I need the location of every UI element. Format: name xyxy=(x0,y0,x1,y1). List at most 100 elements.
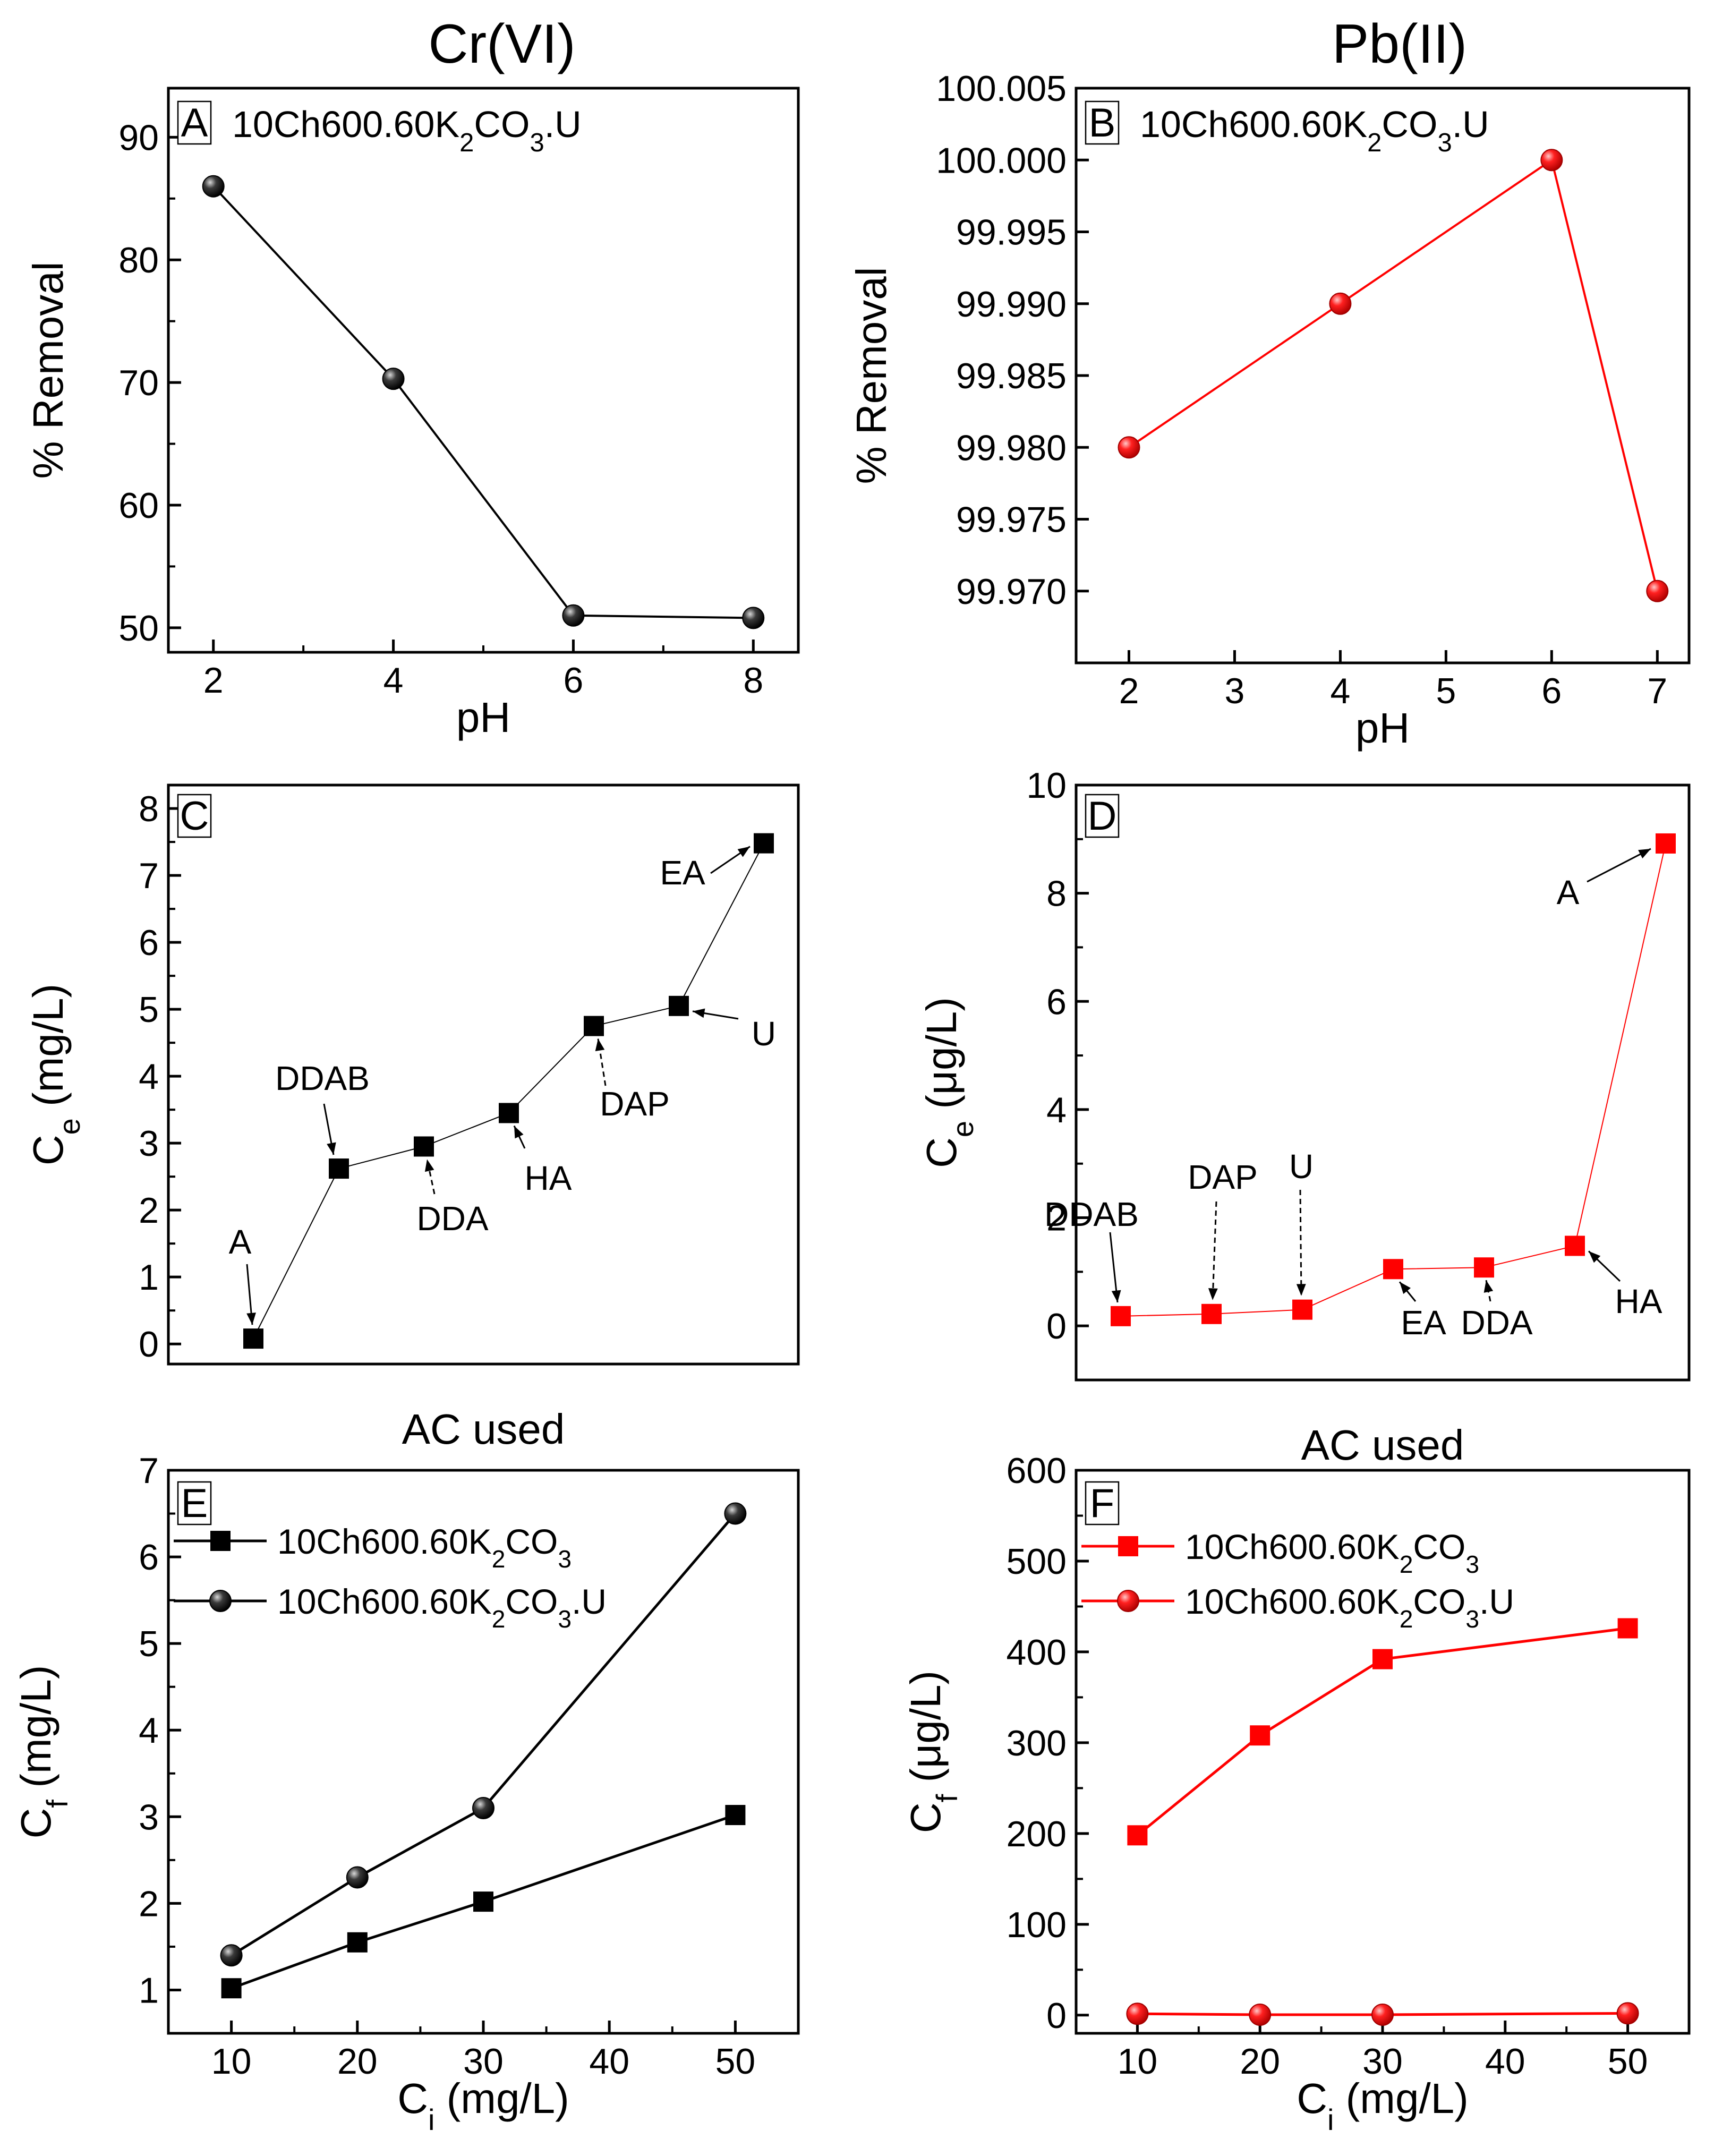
category-label: DAP xyxy=(1188,1158,1258,1196)
data-point xyxy=(725,1805,746,1826)
annotation-arrow-head xyxy=(1589,1251,1601,1263)
y-tick-label: 1 xyxy=(139,1257,159,1298)
category-label: A xyxy=(229,1223,252,1261)
x-axis-label: pH xyxy=(1355,704,1410,752)
y-axis-label: % Removal xyxy=(848,267,895,484)
data-point xyxy=(221,1978,242,1999)
y-tick-label: 6 xyxy=(1046,982,1067,1022)
legend-marker xyxy=(1118,1536,1138,1556)
category-label: U xyxy=(752,1015,776,1053)
annotation-arrow-head xyxy=(1483,1280,1494,1293)
category-label: EA xyxy=(1401,1303,1446,1342)
x-tick-label: 6 xyxy=(564,660,584,701)
data-point xyxy=(414,1136,434,1157)
panel-letter-box xyxy=(177,100,212,145)
data-point xyxy=(1540,149,1563,172)
legend-label: 10Ch600.60K2CO3.U xyxy=(1185,1582,1514,1633)
annotation-arrow-head xyxy=(1638,848,1651,859)
x-tick-label: 20 xyxy=(1240,2041,1280,2082)
x-tick-label: 6 xyxy=(1541,671,1562,711)
x-axis-label: AC used xyxy=(402,1405,565,1453)
y-tick-label: 60 xyxy=(118,485,159,526)
category-label: DAP xyxy=(600,1085,670,1123)
data-point xyxy=(754,833,774,854)
panel-f: 0 100 200 300 400 500 600 10 20 30 40 50 F 10Ch600.60… xyxy=(902,1451,1691,2136)
data-point xyxy=(472,1797,494,1819)
panel-letter: A xyxy=(181,100,208,146)
data-point xyxy=(346,1866,369,1889)
panel-e: 1 2 3 4 5 6 7 10 20 30 40 50 E 10Ch600.60K2CO3 10Ch600… xyxy=(12,1451,800,2136)
x-tick-label: 10 xyxy=(1118,2041,1158,2082)
x-tick-label: 2 xyxy=(1119,671,1139,711)
data-point xyxy=(1656,833,1676,854)
y-tick-label: 70 xyxy=(118,363,159,403)
y-tick-label: 4 xyxy=(139,1710,159,1751)
data-point xyxy=(1329,292,1352,315)
y-tick-label: 4 xyxy=(139,1056,159,1097)
y-tick-label: 500 xyxy=(1007,1541,1067,1582)
column-title-crvi: Cr(VI) xyxy=(428,13,575,75)
data-point xyxy=(220,1944,243,1967)
y-tick-label: 99.995 xyxy=(956,212,1067,253)
x-tick-label: 4 xyxy=(383,660,404,701)
y-tick-label: 0 xyxy=(139,1324,159,1365)
series-line xyxy=(1136,1627,1628,1837)
x-tick-label: 50 xyxy=(715,2041,756,2082)
legend-marker xyxy=(1117,1590,1139,1612)
data-point xyxy=(1292,1299,1312,1320)
y-tick-label: 2 xyxy=(139,1190,159,1231)
data-point xyxy=(1616,2002,1639,2025)
panel-letter: C xyxy=(180,794,209,839)
data-point xyxy=(742,607,765,629)
series-line xyxy=(212,185,754,619)
y-tick-label: 400 xyxy=(1007,1632,1067,1673)
y-tick-label: 100 xyxy=(1007,1905,1067,1945)
series-line xyxy=(231,1512,737,1957)
y-tick-label: 3 xyxy=(139,1797,159,1837)
x-tick-label: 40 xyxy=(589,2041,629,2082)
data-point xyxy=(1250,1725,1270,1746)
annotation-arrow-head xyxy=(737,846,750,857)
data-point xyxy=(724,1502,747,1525)
panel-letter: E xyxy=(181,1481,208,1526)
data-point xyxy=(1474,1257,1494,1278)
x-tick-label: 40 xyxy=(1485,2041,1525,2082)
data-point xyxy=(382,368,405,390)
y-tick-label: 4 xyxy=(1046,1090,1067,1130)
annotation-arrow-head xyxy=(514,1126,524,1139)
legend-marker xyxy=(210,1531,231,1551)
y-tick-label: 100.000 xyxy=(936,140,1067,181)
y-axis-label: Cf (mg/L) xyxy=(12,1665,74,1839)
annotation-arrow-head xyxy=(693,1008,705,1018)
x-tick-label: 5 xyxy=(1436,671,1456,711)
data-point xyxy=(584,1016,604,1036)
y-tick-label: 99.980 xyxy=(956,428,1067,468)
x-tick-label: 50 xyxy=(1608,2041,1648,2082)
panel-letter-box xyxy=(1085,1481,1120,1526)
x-tick-label: 4 xyxy=(1330,671,1350,711)
y-tick-label: 50 xyxy=(118,608,159,649)
y-tick-label: 100.005 xyxy=(936,69,1067,109)
annotation-arrow-line xyxy=(1299,1189,1302,1296)
y-tick-label: 300 xyxy=(1007,1723,1067,1763)
data-point xyxy=(1372,1649,1393,1669)
category-label: HA xyxy=(1615,1282,1662,1320)
y-tick-label: 2 xyxy=(1046,1198,1067,1239)
x-tick-label: 20 xyxy=(337,2041,378,2082)
x-tick-label: 7 xyxy=(1647,671,1667,711)
y-tick-label: 200 xyxy=(1007,1814,1067,1854)
panel-title: 10Ch600.60K2CO3.U xyxy=(232,104,582,157)
y-tick-label: 3 xyxy=(139,1123,159,1164)
data-point xyxy=(329,1158,349,1179)
category-label: A xyxy=(1557,873,1580,911)
data-point xyxy=(1118,436,1140,459)
legend-marker xyxy=(209,1590,232,1612)
panel-d: 0 2 4 6 8 10 DDAB DAP U EA DDA HA A D AC used Ce (μg/L) xyxy=(918,765,1691,1469)
panel-letter-box xyxy=(1085,794,1120,838)
y-axis-label: % Removal xyxy=(24,261,72,479)
category-label: DDAB xyxy=(1044,1195,1139,1233)
y-tick-label: 5 xyxy=(139,990,159,1030)
data-point xyxy=(243,1328,263,1349)
x-tick-label: 3 xyxy=(1225,671,1245,711)
data-point xyxy=(1617,1618,1638,1639)
